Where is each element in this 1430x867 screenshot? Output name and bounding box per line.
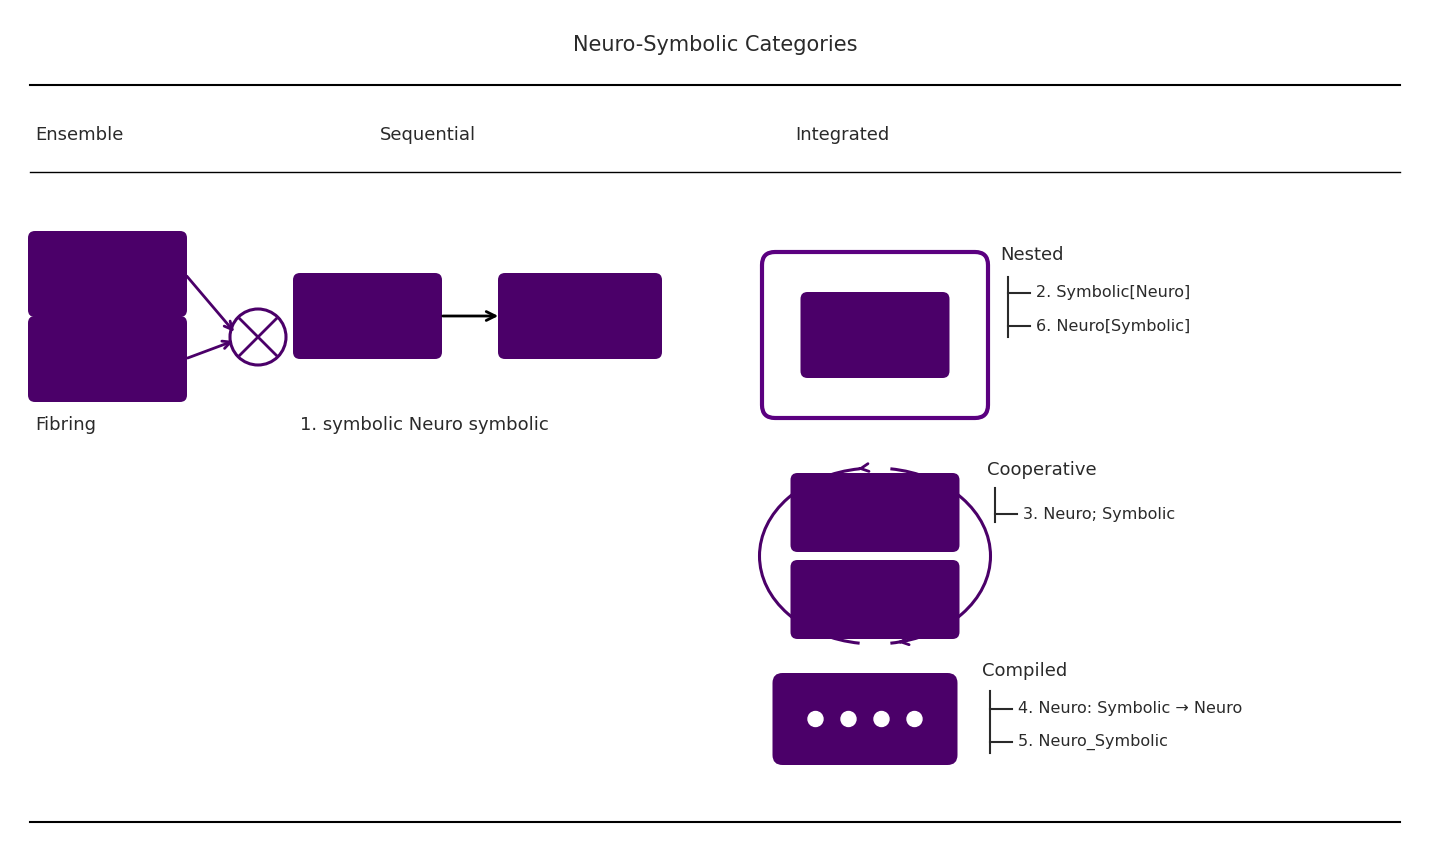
FancyBboxPatch shape bbox=[29, 316, 187, 402]
Text: Sequential: Sequential bbox=[380, 126, 476, 144]
Text: 5. Neuro_Symbolic: 5. Neuro_Symbolic bbox=[1018, 733, 1168, 750]
FancyBboxPatch shape bbox=[762, 252, 988, 418]
Text: Cooperative: Cooperative bbox=[988, 461, 1097, 479]
Text: Compiled: Compiled bbox=[982, 662, 1068, 680]
Circle shape bbox=[808, 712, 824, 727]
FancyBboxPatch shape bbox=[772, 673, 958, 765]
Text: 1. symbolic Neuro symbolic: 1. symbolic Neuro symbolic bbox=[300, 416, 549, 434]
FancyBboxPatch shape bbox=[293, 273, 442, 359]
Text: Fibring: Fibring bbox=[34, 416, 96, 434]
Text: Nested: Nested bbox=[1000, 246, 1064, 264]
Text: 4. Neuro: Symbolic → Neuro: 4. Neuro: Symbolic → Neuro bbox=[1018, 701, 1243, 716]
Circle shape bbox=[841, 712, 857, 727]
Text: Neuro-Symbolic Categories: Neuro-Symbolic Categories bbox=[573, 35, 857, 55]
Text: 3. Neuro; Symbolic: 3. Neuro; Symbolic bbox=[1024, 506, 1175, 521]
Text: Ensemble: Ensemble bbox=[34, 126, 123, 144]
Circle shape bbox=[874, 712, 889, 727]
FancyBboxPatch shape bbox=[498, 273, 662, 359]
FancyBboxPatch shape bbox=[791, 473, 960, 552]
FancyBboxPatch shape bbox=[791, 560, 960, 639]
Circle shape bbox=[907, 712, 922, 727]
Text: 6. Neuro[Symbolic]: 6. Neuro[Symbolic] bbox=[1035, 318, 1190, 334]
FancyBboxPatch shape bbox=[29, 231, 187, 317]
FancyBboxPatch shape bbox=[801, 292, 950, 378]
Text: 2. Symbolic[Neuro]: 2. Symbolic[Neuro] bbox=[1035, 285, 1190, 301]
Text: Integrated: Integrated bbox=[795, 126, 889, 144]
